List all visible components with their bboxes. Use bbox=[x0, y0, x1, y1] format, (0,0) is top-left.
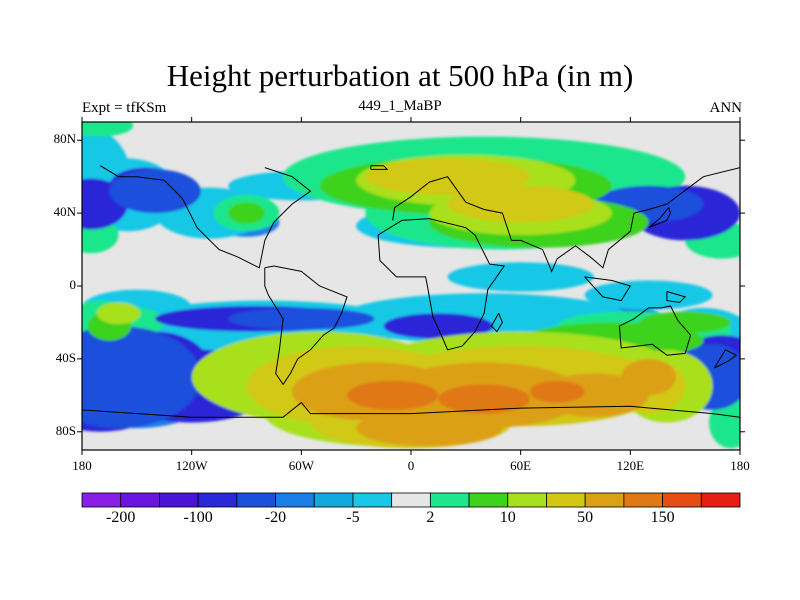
colorbar-swatch bbox=[507, 492, 547, 508]
coastline-segment bbox=[666, 291, 687, 303]
contour-region bbox=[639, 311, 731, 334]
contour-region bbox=[347, 380, 439, 410]
colorbar-label: 150 bbox=[650, 509, 675, 526]
contour-region bbox=[228, 202, 265, 225]
contour-region bbox=[228, 307, 375, 330]
colorbar-swatch bbox=[623, 492, 663, 508]
colorbar-swatch bbox=[429, 492, 470, 508]
x-tick-label: 180 bbox=[730, 458, 750, 473]
x-tick-label: 60W bbox=[288, 458, 314, 473]
colorbar-swatch bbox=[159, 492, 199, 508]
contour-region bbox=[109, 169, 201, 214]
coastline-segment bbox=[82, 401, 740, 418]
coastline-segment bbox=[584, 276, 632, 302]
contour-region bbox=[447, 185, 594, 223]
coastline-segment bbox=[264, 265, 348, 386]
coastline-segment bbox=[648, 206, 672, 229]
y-tick-label: 40N bbox=[53, 204, 76, 220]
x-tick-label: 120E bbox=[616, 458, 645, 473]
coastline-segment bbox=[377, 218, 506, 351]
colorbar-swatch bbox=[81, 492, 122, 508]
colorbar-swatch bbox=[700, 492, 741, 508]
season-label: ANN bbox=[709, 100, 743, 116]
x-tick-label: 60E bbox=[510, 458, 532, 473]
contour-region bbox=[356, 409, 503, 447]
x-tick-label: 180 bbox=[72, 458, 92, 473]
height-perturbation-field bbox=[82, 122, 740, 450]
contour-region bbox=[383, 313, 494, 339]
coastline-segment bbox=[618, 305, 692, 356]
contour-region bbox=[709, 397, 740, 449]
colorbar-label: -100 bbox=[183, 509, 213, 526]
x-tick-label: 120W bbox=[175, 458, 208, 473]
coastline-segment bbox=[392, 167, 740, 273]
y-tick-label: 0 bbox=[69, 277, 77, 292]
colorbar-swatch bbox=[662, 492, 702, 508]
contour-region bbox=[82, 326, 201, 429]
colorbar-swatch bbox=[584, 492, 625, 508]
colorbar-label: -20 bbox=[264, 509, 287, 526]
colorbar-swatch bbox=[197, 492, 238, 508]
contour-region bbox=[447, 262, 594, 292]
contour-region bbox=[529, 380, 585, 403]
colorbar-swatch bbox=[352, 492, 393, 508]
colorbar-swatch bbox=[275, 492, 315, 508]
x-tick-label: 0 bbox=[407, 458, 415, 473]
colorbar-swatch bbox=[391, 492, 431, 508]
chart-title: Height perturbation at 500 hPa (in m) bbox=[166, 58, 634, 93]
y-tick-label: 80S bbox=[55, 422, 76, 438]
contour-region bbox=[584, 280, 713, 310]
experiment-label: Expt = tfKSm bbox=[82, 100, 167, 116]
colorbar-swatch bbox=[313, 492, 354, 508]
contour-region bbox=[621, 358, 676, 396]
contour-region bbox=[438, 384, 530, 414]
chart-subtitle: 449_1_MaBP bbox=[358, 98, 442, 114]
coastline-segment bbox=[713, 349, 738, 369]
axis-ticks bbox=[77, 117, 745, 455]
colorbar-label: 2 bbox=[426, 509, 435, 526]
y-tick-label: 80N bbox=[53, 131, 76, 147]
y-tick-label: 40S bbox=[55, 349, 76, 365]
colorbar-swatch bbox=[120, 492, 160, 508]
colorbar-swatch bbox=[468, 492, 509, 508]
colorbar-label: -200 bbox=[106, 509, 136, 526]
coastline-segment bbox=[100, 165, 312, 269]
colorbar-label: 10 bbox=[499, 509, 516, 526]
colorbar-swatch bbox=[236, 492, 276, 508]
colorbar-label: -5 bbox=[346, 509, 360, 526]
colorbar bbox=[81, 492, 741, 508]
colorbar-swatch bbox=[546, 492, 586, 508]
contour-region bbox=[96, 302, 141, 325]
colorbar-label: 50 bbox=[577, 509, 594, 526]
contour-region bbox=[82, 122, 134, 137]
coastline-segment bbox=[490, 313, 503, 333]
coastlines bbox=[82, 165, 740, 418]
coastline-segment bbox=[370, 165, 389, 170]
